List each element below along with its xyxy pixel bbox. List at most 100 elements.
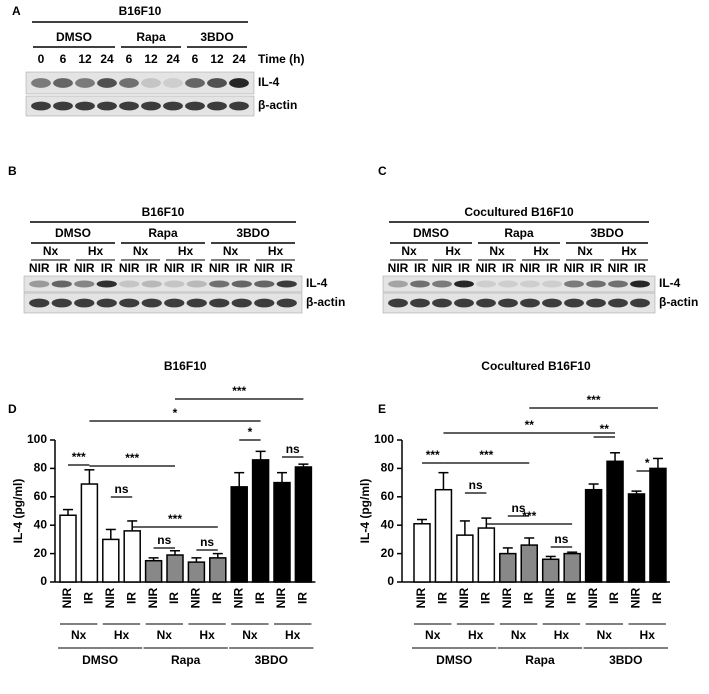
bar [434,488,453,583]
blot-title: B16F10 [142,205,185,219]
condition-label: Hx [88,244,104,258]
blot-band [119,298,140,308]
blot-band [388,280,408,288]
treatment-label: DMSO [55,226,91,240]
bar [59,514,77,583]
lane-label: IR [146,261,158,275]
y-tick-label: 80 [34,461,48,475]
bar [166,554,184,583]
y-tick-label: 20 [34,546,48,560]
y-tick-label: 0 [40,574,47,588]
condition-label: Hx [114,628,130,642]
blot-band [31,101,51,111]
significance-label: ns [114,482,128,496]
blot-band [564,280,584,288]
significance-label: *** [587,393,601,407]
blot-band [29,280,50,288]
bar [649,467,667,583]
bar [563,552,581,583]
blot-band [141,78,161,88]
bar [123,530,141,583]
y-tick-label: 0 [387,574,394,588]
panel-letter: A [12,4,21,18]
condition-label: Nx [577,244,593,258]
condition-label: Hx [621,244,637,258]
blot-band [186,280,207,288]
blot-band [53,78,73,88]
treatment-label: Rapa [525,653,555,667]
treatment-label: DMSO [82,653,118,667]
chart-title: Cocultured B16F10 [481,359,591,373]
blot-band [97,78,117,88]
blot-band [586,298,606,308]
significance-label: *** [232,384,246,398]
blot-band [119,101,139,111]
y-tick-label: 40 [34,517,48,531]
x-tick-label: IR [479,592,493,604]
panel-letter: D [8,402,17,416]
bar [584,488,603,583]
row-label: IL-4 [306,276,328,290]
blot-band [454,280,474,288]
lane-label: NIR [388,261,409,275]
lane-label: IR [281,261,293,275]
x-tick-label: IR [607,592,621,604]
lane-label: 6 [126,52,133,66]
treatment-label: Rapa [148,226,178,240]
blot-strip [23,292,303,314]
y-tick-label: 20 [381,546,395,560]
lane-label: NIR [520,261,541,275]
x-tick-label: NIR [274,587,288,608]
blot-band [410,298,430,308]
significance-label: *** [168,512,182,526]
blot-band [410,280,430,288]
treatment-label: DMSO [56,30,92,44]
lane-label: IR [590,261,602,275]
condition-label: Hx [533,244,549,258]
treatment-label: DMSO [436,653,472,667]
lane-label: 12 [78,52,92,66]
blot-band [163,101,183,111]
blot-band [96,280,117,288]
x-tick-label: NIR [60,587,74,608]
lane-label: NIR [119,261,140,275]
chart-title: B16F10 [164,359,207,373]
blot-band [498,280,518,288]
x-tick-label: IR [521,592,535,604]
x-tick-label: IR [82,592,96,604]
condition-label: Hx [468,628,484,642]
blot-band [276,298,297,308]
blot-band [630,280,650,288]
lane-label: IR [546,261,558,275]
row-label: β-actin [258,98,297,112]
row-label: IL-4 [659,276,681,290]
lane-label: NIR [254,261,275,275]
condition-label: Nx [133,244,149,258]
row-label: β-actin [306,295,345,309]
lane-label: IR [458,261,470,275]
x-tick-label: NIR [543,587,557,608]
blot-band [53,101,73,111]
y-axis-label: IL-4 (pg/ml) [358,479,372,544]
significance-label: *** [426,448,440,462]
lane-label: NIR [432,261,453,275]
blot-band [119,280,140,288]
blot-band [141,280,162,288]
significance-label: * [248,425,253,439]
bar [627,493,646,583]
x-tick-label: IR [167,592,181,604]
lane-label: IR [414,261,426,275]
significance-label: *** [479,448,493,462]
blot-band [141,101,161,111]
treatment-label: 3BDO [200,30,233,44]
blot-band [74,280,95,288]
blot-band [229,101,249,111]
lane-label: IR [56,261,68,275]
blot-band [231,280,252,288]
blot-title: Cocultured B16F10 [464,205,574,219]
bar [541,558,560,583]
significance-label: ns [469,478,483,492]
y-tick-label: 60 [34,489,48,503]
